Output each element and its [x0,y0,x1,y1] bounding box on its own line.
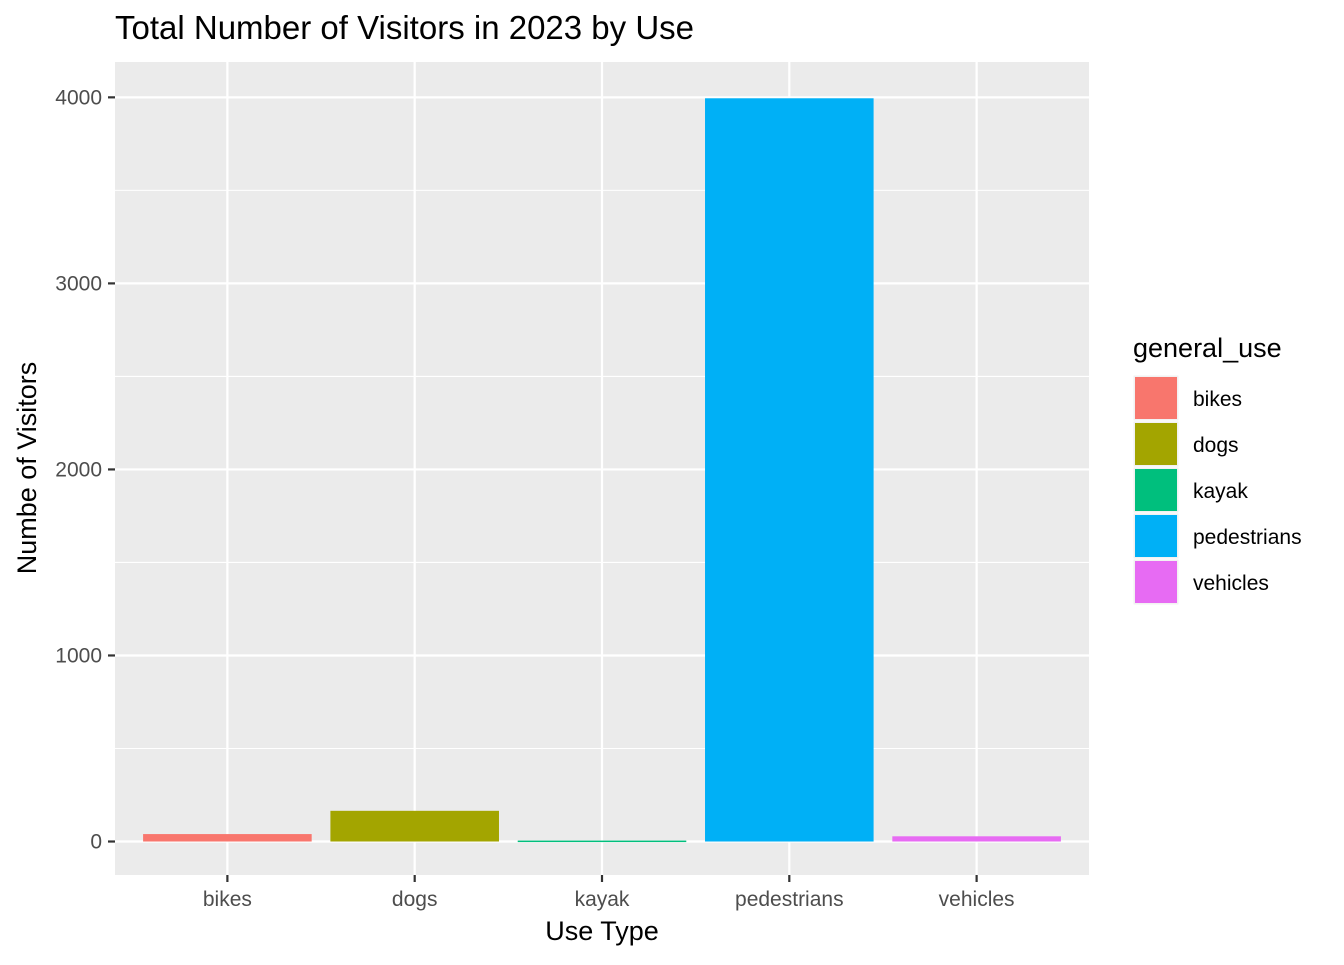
y-tick-label: 1000 [55,644,102,667]
legend-key-bikes [1135,377,1177,419]
x-tick-label: bikes [203,888,252,911]
legend-key-vehicles [1135,561,1177,603]
y-axis-label: Numbe of Visitors [12,362,42,575]
y-tick-label: 4000 [55,86,102,109]
legend-key-kayak [1135,469,1177,511]
bar-vehicles [892,836,1061,842]
legend-items: bikes dogs kayak pedestrians vehicles [1132,374,1302,606]
y-tick-label: 0 [90,831,102,854]
bars [143,98,1061,843]
x-tick-label: dogs [392,888,438,911]
major-gridlines [115,62,1089,875]
y-axis: 0 1000 2000 3000 4000 [55,86,115,854]
bar-kayak [517,840,687,843]
x-tick-label: kayak [575,888,630,911]
bar-pedestrians [705,98,874,842]
legend-title: general_use [1133,333,1282,363]
chart-title: Total Number of Visitors in 2023 by Use [115,9,694,46]
legend-key-dogs [1135,423,1177,465]
bar-dogs [330,810,499,842]
legend-label-pedestrians: pedestrians [1193,526,1302,549]
x-tick-label: vehicles [939,888,1015,911]
y-tick-label: 3000 [55,272,102,295]
y-tick-label: 2000 [55,458,102,481]
x-axis: bikes dogs kayak pedestrians vehicles [203,875,1015,911]
x-tick-label: pedestrians [735,888,844,911]
legend-label-bikes: bikes [1193,388,1242,411]
x-axis-label: Use Type [545,916,659,946]
legend-label-vehicles: vehicles [1193,572,1269,595]
legend-key-pedestrians [1135,515,1177,557]
legend-label-dogs: dogs [1193,434,1239,457]
legend-label-kayak: kayak [1193,480,1248,503]
bar-bikes [143,834,312,842]
legend: general_use bikes dogs kayak pedestrians veh… [1132,333,1302,606]
